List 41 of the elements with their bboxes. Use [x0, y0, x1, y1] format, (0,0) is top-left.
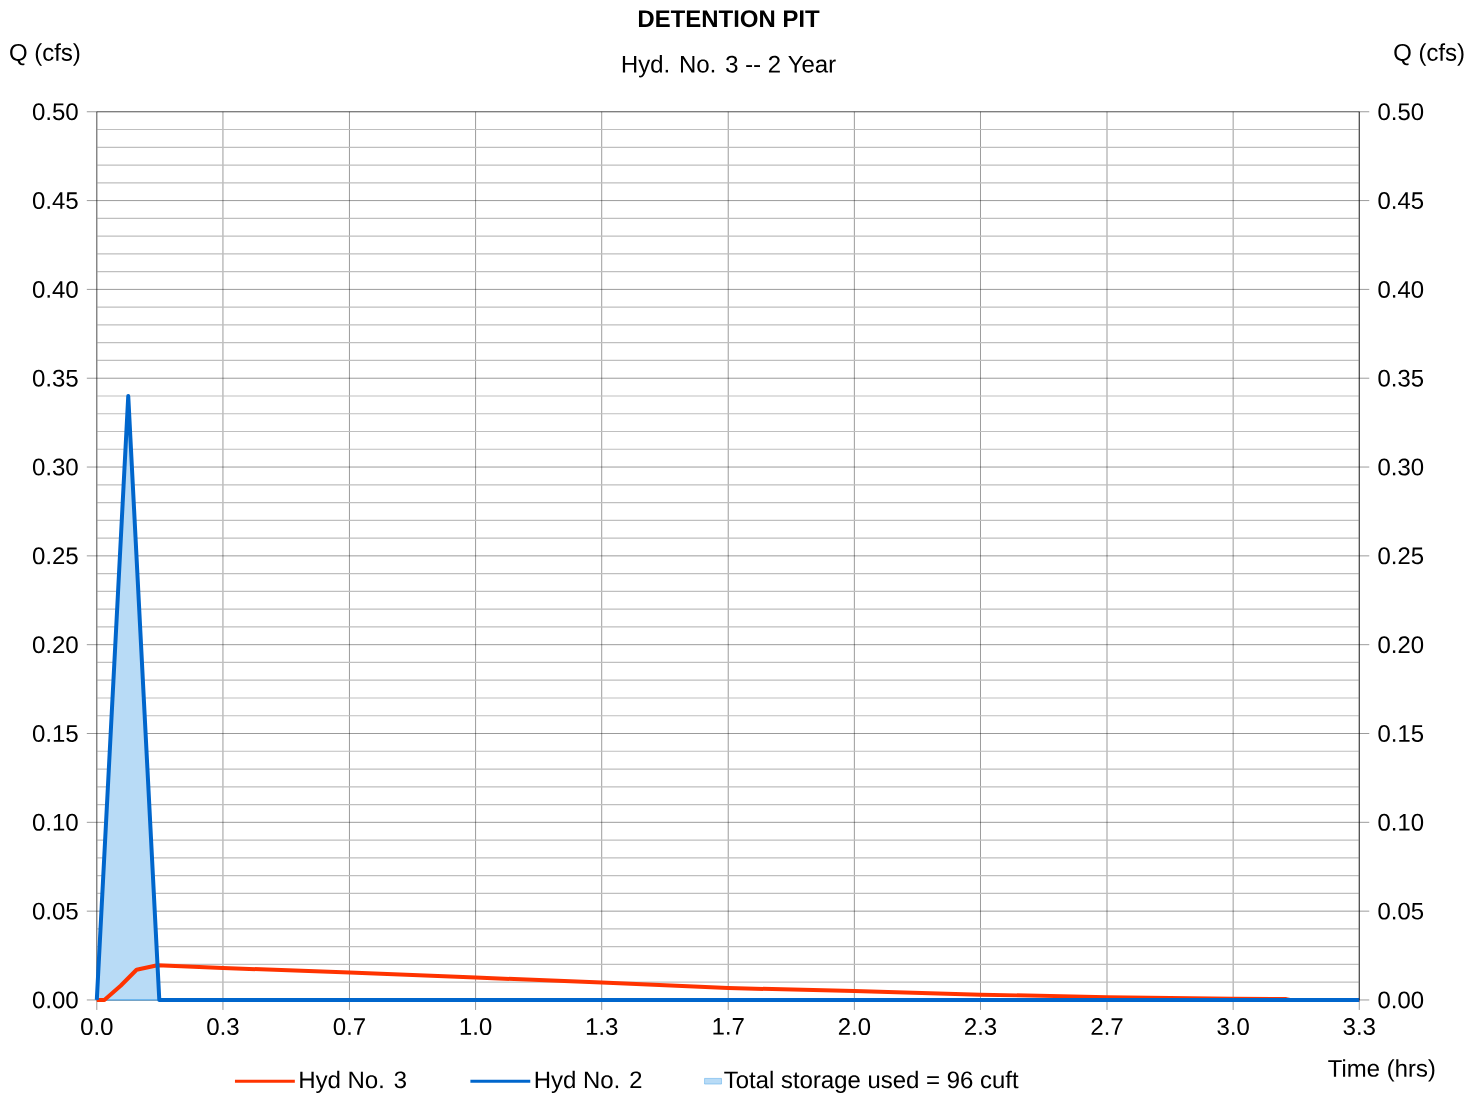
x-tick-label: 2.3	[965, 1018, 997, 1036]
x-tick-label: 0.0	[81, 1018, 113, 1036]
y-tick-label: 0.30	[1378, 458, 1424, 476]
y-tick-label: 0.25	[1378, 547, 1424, 565]
y2-tick-label: 0.25	[32, 547, 78, 565]
y2-tick-label: 0.30	[32, 458, 78, 476]
y2-tick-label: 0.10	[32, 813, 78, 831]
y-tick-label: 0.35	[1378, 369, 1424, 387]
legend-label: Total storage used = 96 cuft	[724, 1070, 1019, 1094]
text: Q (cfs)	[1394, 43, 1464, 66]
y2-tick-label: 0.45	[32, 192, 78, 210]
legend-label: Hyd No. 2	[535, 1070, 642, 1094]
y-tick-label: 0.45	[1378, 192, 1424, 210]
y2-tick-label: 0.50	[32, 103, 78, 121]
chart-title: DETENTION PIT	[638, 10, 820, 28]
y-tick-label: 0.10	[1378, 813, 1424, 831]
x-tick-label: 3.0	[1217, 1018, 1249, 1036]
legend-label: Hyd No. 3	[300, 1070, 406, 1094]
x-tick-label: 2.0	[838, 1018, 871, 1036]
y2-tick-label: 0.05	[32, 902, 78, 920]
y-tick-label: 0.15	[1378, 725, 1424, 743]
y-tick-label: 0.00	[1378, 991, 1424, 1009]
y2-tick-label: 0.00	[32, 991, 78, 1009]
x-tick-label: 1.7	[713, 1018, 744, 1035]
x-tick-label: 0.7	[333, 1018, 365, 1036]
y2-tick-label: 0.40	[32, 281, 78, 298]
x-tick-label: 1.0	[460, 1018, 492, 1036]
x-tick-label: 0.3	[207, 1018, 239, 1036]
y-tick-label: 0.05	[1378, 902, 1424, 920]
y2-tick-label: 0.15	[32, 725, 78, 743]
x-tick-label: 3.3	[1343, 1018, 1375, 1036]
chart-subtitle: Hyd. No. 3 -- 2 Year	[622, 55, 836, 78]
text: Q (cfs)	[10, 43, 80, 66]
y-tick-label: 0.40	[1378, 281, 1424, 298]
x-axis-title: Time (hrs)	[1328, 1059, 1435, 1082]
y2-tick-label: 0.35	[32, 369, 78, 387]
y2-tick-label: 0.20	[32, 636, 78, 654]
y-tick-label: 0.20	[1378, 636, 1424, 654]
y-tick-label: 0.50	[1378, 103, 1424, 121]
x-tick-label: 2.7	[1091, 1018, 1123, 1035]
x-tick-label: 1.3	[586, 1018, 618, 1036]
